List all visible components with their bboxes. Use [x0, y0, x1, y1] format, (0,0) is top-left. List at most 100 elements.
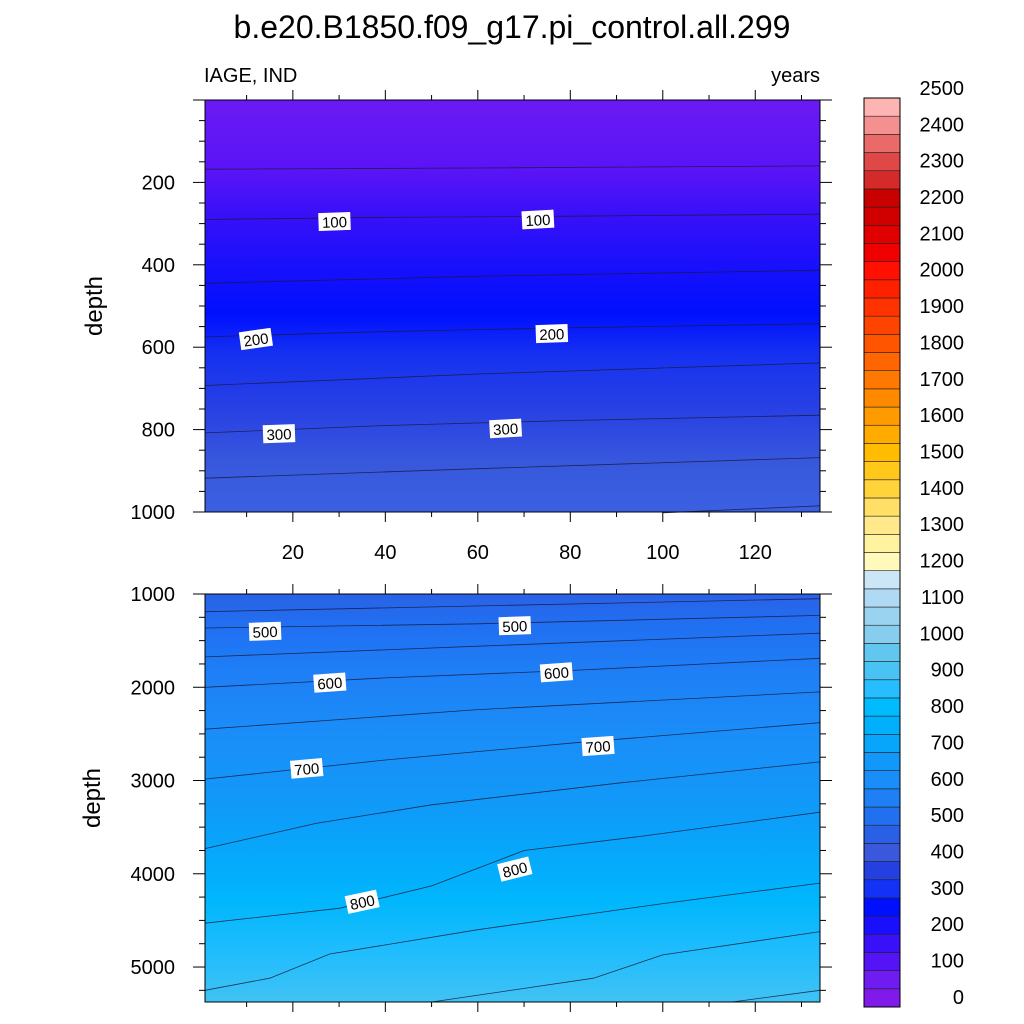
contour-label: 500 — [498, 616, 532, 636]
contour-label-box — [521, 209, 555, 230]
bottom-panel: 500 500 600 600 700 700 800 800 1000 2000 3000 4000… — [79, 584, 832, 1012]
x-tick-label: 60 — [467, 542, 489, 564]
contour-label: 800 — [497, 856, 533, 882]
y-axis-label: depth — [79, 768, 106, 828]
contour-label-box — [498, 616, 532, 636]
left-string: IAGE, IND — [204, 65, 297, 87]
contour-label-text: 300 — [493, 421, 519, 439]
contour-label: 100 — [521, 209, 555, 230]
colorbar-box — [863, 315, 901, 335]
contour-label: 200 — [535, 324, 569, 344]
contour-label-box — [238, 327, 273, 351]
colorbar-label: 600 — [931, 769, 964, 791]
figure-title: b.e20.B1850.f09_g17.pi_control.all.299 — [234, 9, 791, 45]
contour-label-text: 600 — [317, 675, 343, 694]
contour-label: 700 — [289, 758, 324, 779]
contour-line-250 — [204, 362, 821, 386]
colorbar-box — [863, 97, 901, 117]
top-panel: 100 100 200 200 300 300 20 40 60 80 100 120 200 400 60… — [81, 90, 832, 564]
contour-line-150 — [204, 269, 821, 284]
contour-label-box — [489, 418, 523, 439]
colorbar-box — [863, 188, 901, 208]
contour-line-550 — [204, 632, 821, 658]
colorbar-box — [863, 461, 901, 481]
colorbar-label: 1900 — [920, 296, 965, 318]
contour-label-text: 200 — [539, 326, 565, 344]
colorbar-box — [863, 279, 901, 299]
colorbar-box — [863, 479, 901, 499]
colorbar-box — [863, 261, 901, 281]
y-tick-label: 3000 — [131, 771, 176, 793]
colorbar-box — [863, 552, 901, 571]
contour-label-text: 300 — [266, 426, 292, 444]
contour-label: 300 — [262, 424, 296, 444]
contour-label-box — [581, 735, 615, 757]
contour-line-650 — [204, 691, 821, 730]
colorbar-box — [863, 624, 901, 644]
contour-label-box — [318, 211, 351, 232]
contour-line-200 — [204, 323, 821, 338]
colorbar-label: 1300 — [920, 514, 965, 536]
contour-line-900 — [431, 931, 821, 1003]
y-tick-label: 5000 — [131, 957, 176, 979]
contour-label: 600 — [539, 662, 573, 683]
colorbar-box — [863, 643, 901, 662]
contour-line-100 — [204, 213, 821, 220]
contour-label-box — [344, 889, 380, 914]
colorbar-box — [863, 334, 901, 353]
contour-line-350 — [204, 457, 821, 479]
colorbar-box — [863, 224, 901, 244]
x-tick-label: 40 — [374, 542, 396, 564]
contour-line-50 — [204, 165, 821, 170]
colorbar-label: 2200 — [920, 187, 965, 209]
y-tick-label: 200 — [142, 172, 175, 194]
colorbar-label: 0 — [953, 987, 964, 1009]
contour-label: 300 — [489, 418, 523, 439]
colorbar-box — [863, 679, 901, 699]
contour-line-750 — [204, 761, 821, 849]
colorbar-label: 700 — [931, 732, 964, 754]
contour-label-text: 700 — [294, 760, 320, 779]
colorbar-box — [863, 406, 901, 426]
colorbar-label: 2400 — [920, 114, 965, 136]
y-tick-label: 400 — [142, 255, 175, 277]
colorbar-label: 800 — [931, 696, 964, 718]
colorbar-box — [863, 388, 901, 408]
colorbar-box — [863, 988, 901, 1008]
colorbar-box — [863, 879, 901, 899]
contour-label: 200 — [238, 327, 273, 351]
colorbar-box — [863, 752, 901, 771]
contour-label-box — [248, 621, 282, 641]
contour-label-text: 600 — [543, 664, 569, 683]
colorbar-box — [863, 806, 901, 826]
colorbar-label: 900 — [931, 660, 964, 682]
x-tick-label: 120 — [739, 542, 772, 564]
colorbar-label: 500 — [931, 805, 964, 827]
contour-label-text: 800 — [349, 892, 377, 914]
colorbar-frame — [863, 97, 901, 1008]
contour-label: 500 — [248, 621, 282, 642]
colorbar-box — [863, 915, 901, 935]
contour-label-text: 500 — [252, 624, 278, 642]
contour-label-box — [313, 672, 347, 693]
colorbar-label: 300 — [931, 878, 964, 900]
contour-label-text: 200 — [243, 330, 270, 350]
colorbar-label: 2300 — [920, 151, 965, 173]
colorbar-box — [863, 861, 901, 881]
contour-line-450 — [204, 598, 821, 613]
y-tick-label: 4000 — [131, 864, 176, 886]
contour-fill — [205, 594, 820, 1002]
colorbar-box — [863, 152, 901, 172]
colorbar-label: 1400 — [920, 478, 965, 500]
contour-label-box — [289, 758, 324, 779]
contour-label-box — [262, 424, 296, 444]
colorbar-label: 1100 — [921, 587, 964, 609]
colorbar-label: 1600 — [920, 405, 965, 427]
contour-label-box — [497, 856, 533, 882]
colorbar-label: 2000 — [920, 260, 965, 282]
x-tick-label: 20 — [282, 542, 304, 564]
contour-label-text: 500 — [502, 618, 528, 636]
colorbar-box — [863, 606, 901, 626]
y-tick-label: 800 — [142, 420, 175, 442]
